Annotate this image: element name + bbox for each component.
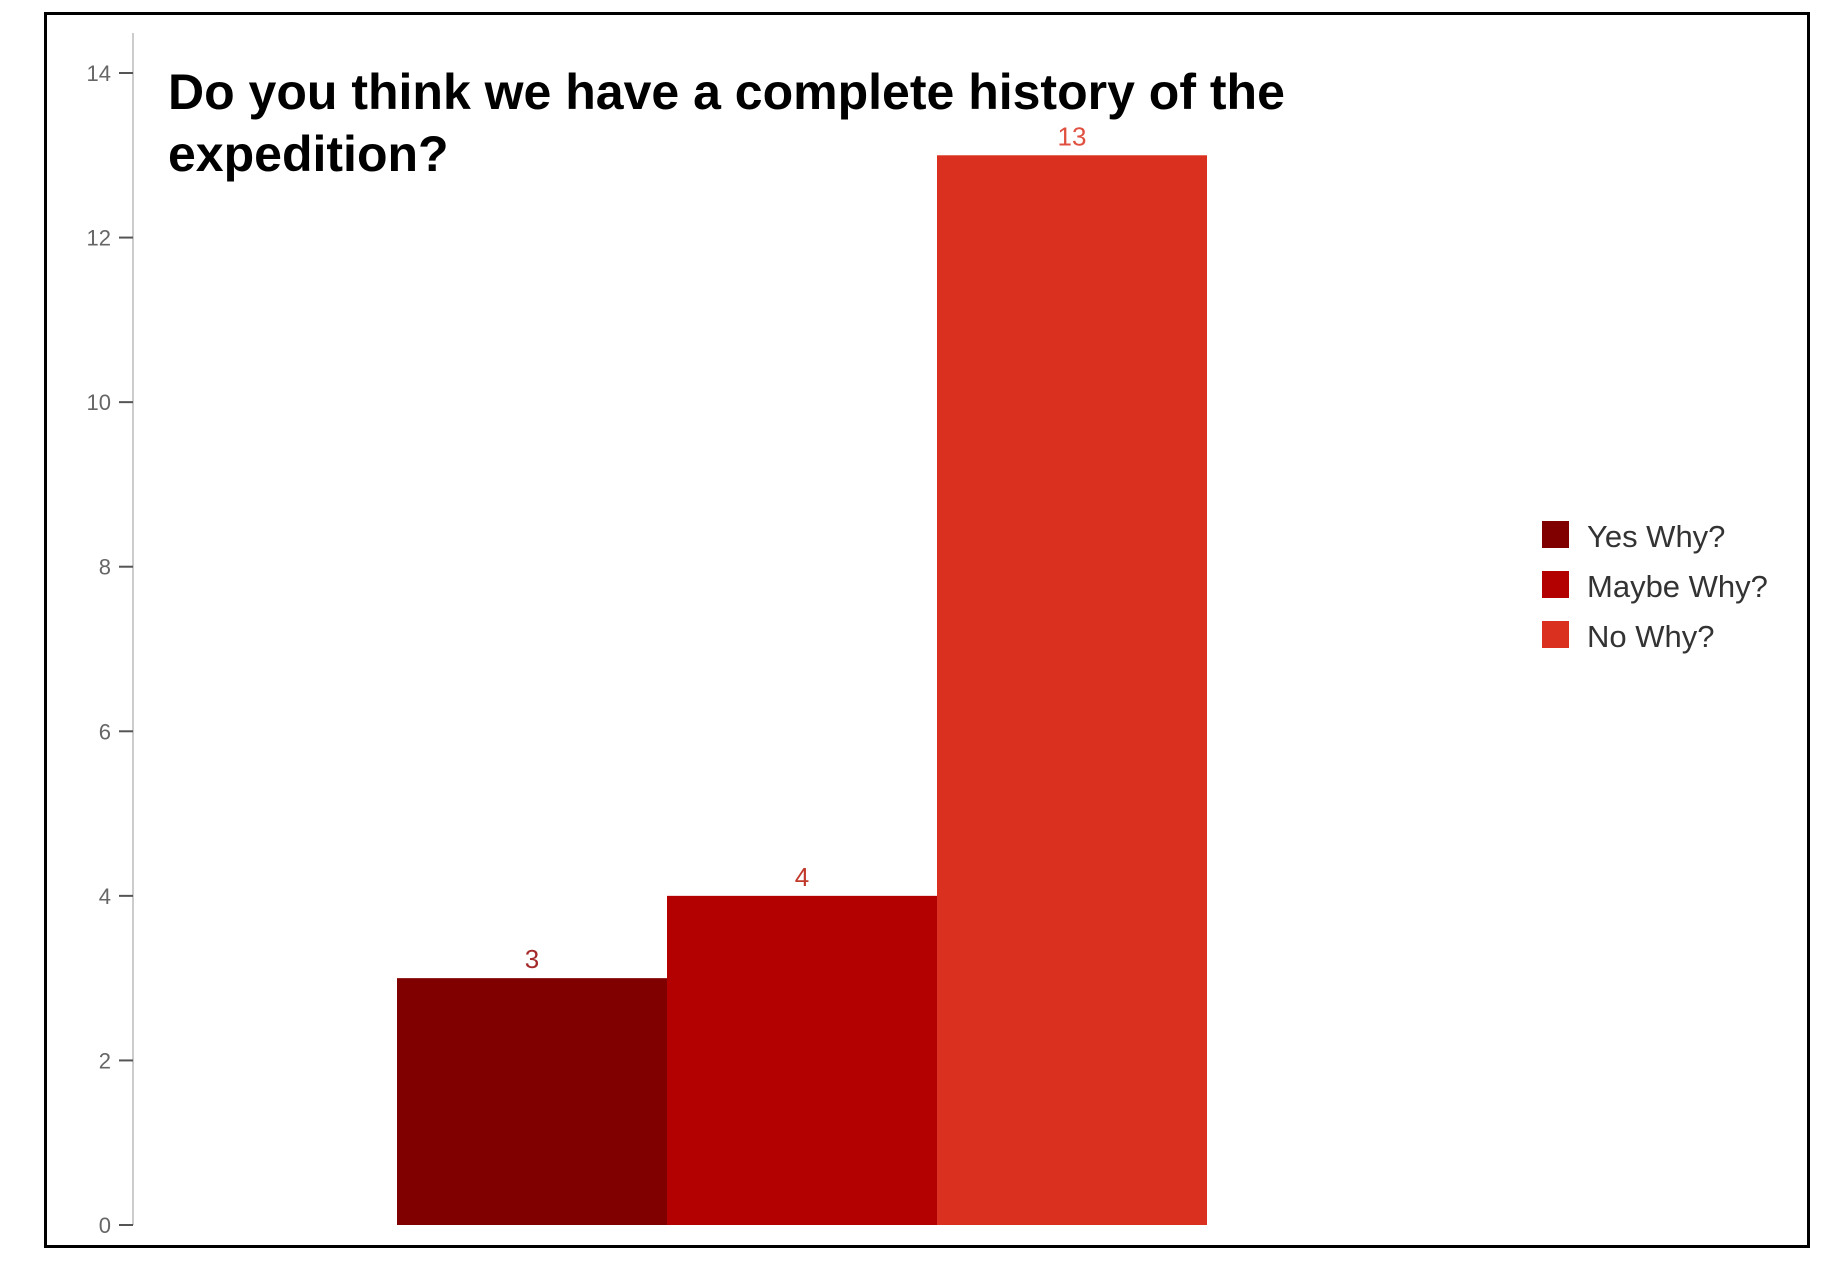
bars bbox=[397, 155, 1207, 1225]
legend-swatch bbox=[1542, 571, 1569, 598]
bar-maybe-why bbox=[667, 895, 937, 1225]
data-labels: 3 4 13 bbox=[525, 121, 1087, 974]
chart-title-text: Do you think we have a complete history … bbox=[168, 64, 1285, 182]
y-tick-label: 2 bbox=[99, 1048, 111, 1073]
data-label: 4 bbox=[795, 862, 809, 892]
legend-label: No Why? bbox=[1587, 619, 1714, 654]
y-tick-label: 14 bbox=[87, 61, 111, 86]
bar-yes-why bbox=[397, 978, 667, 1225]
bar-no-why bbox=[937, 155, 1207, 1225]
legend-swatch bbox=[1542, 621, 1569, 648]
legend: Yes Why? Maybe Why? No Why? bbox=[1542, 519, 1768, 654]
chart-title-line: expedition? bbox=[168, 126, 449, 182]
chart-title: Do you think we have a complete history … bbox=[168, 64, 1285, 182]
bar-chart: Do you think we have a complete history … bbox=[87, 33, 1768, 1238]
chart-title-line: Do you think we have a complete history … bbox=[168, 64, 1285, 120]
data-label: 3 bbox=[525, 944, 539, 974]
y-tick-label: 8 bbox=[99, 555, 111, 580]
legend-swatch bbox=[1542, 521, 1569, 548]
y-tick-label: 0 bbox=[99, 1213, 111, 1238]
data-label: 13 bbox=[1058, 121, 1087, 151]
legend-label: Yes Why? bbox=[1587, 519, 1725, 554]
legend-label: Maybe Why? bbox=[1587, 569, 1768, 604]
y-tick-label: 6 bbox=[99, 719, 111, 744]
y-axis: 0 2 4 6 8 10 12 14 bbox=[87, 33, 134, 1238]
y-tick-label: 10 bbox=[87, 390, 111, 415]
y-tick-label: 12 bbox=[87, 226, 111, 251]
chart-frame: Do you think we have a complete history … bbox=[44, 12, 1810, 1248]
y-tick-label: 4 bbox=[99, 884, 111, 909]
